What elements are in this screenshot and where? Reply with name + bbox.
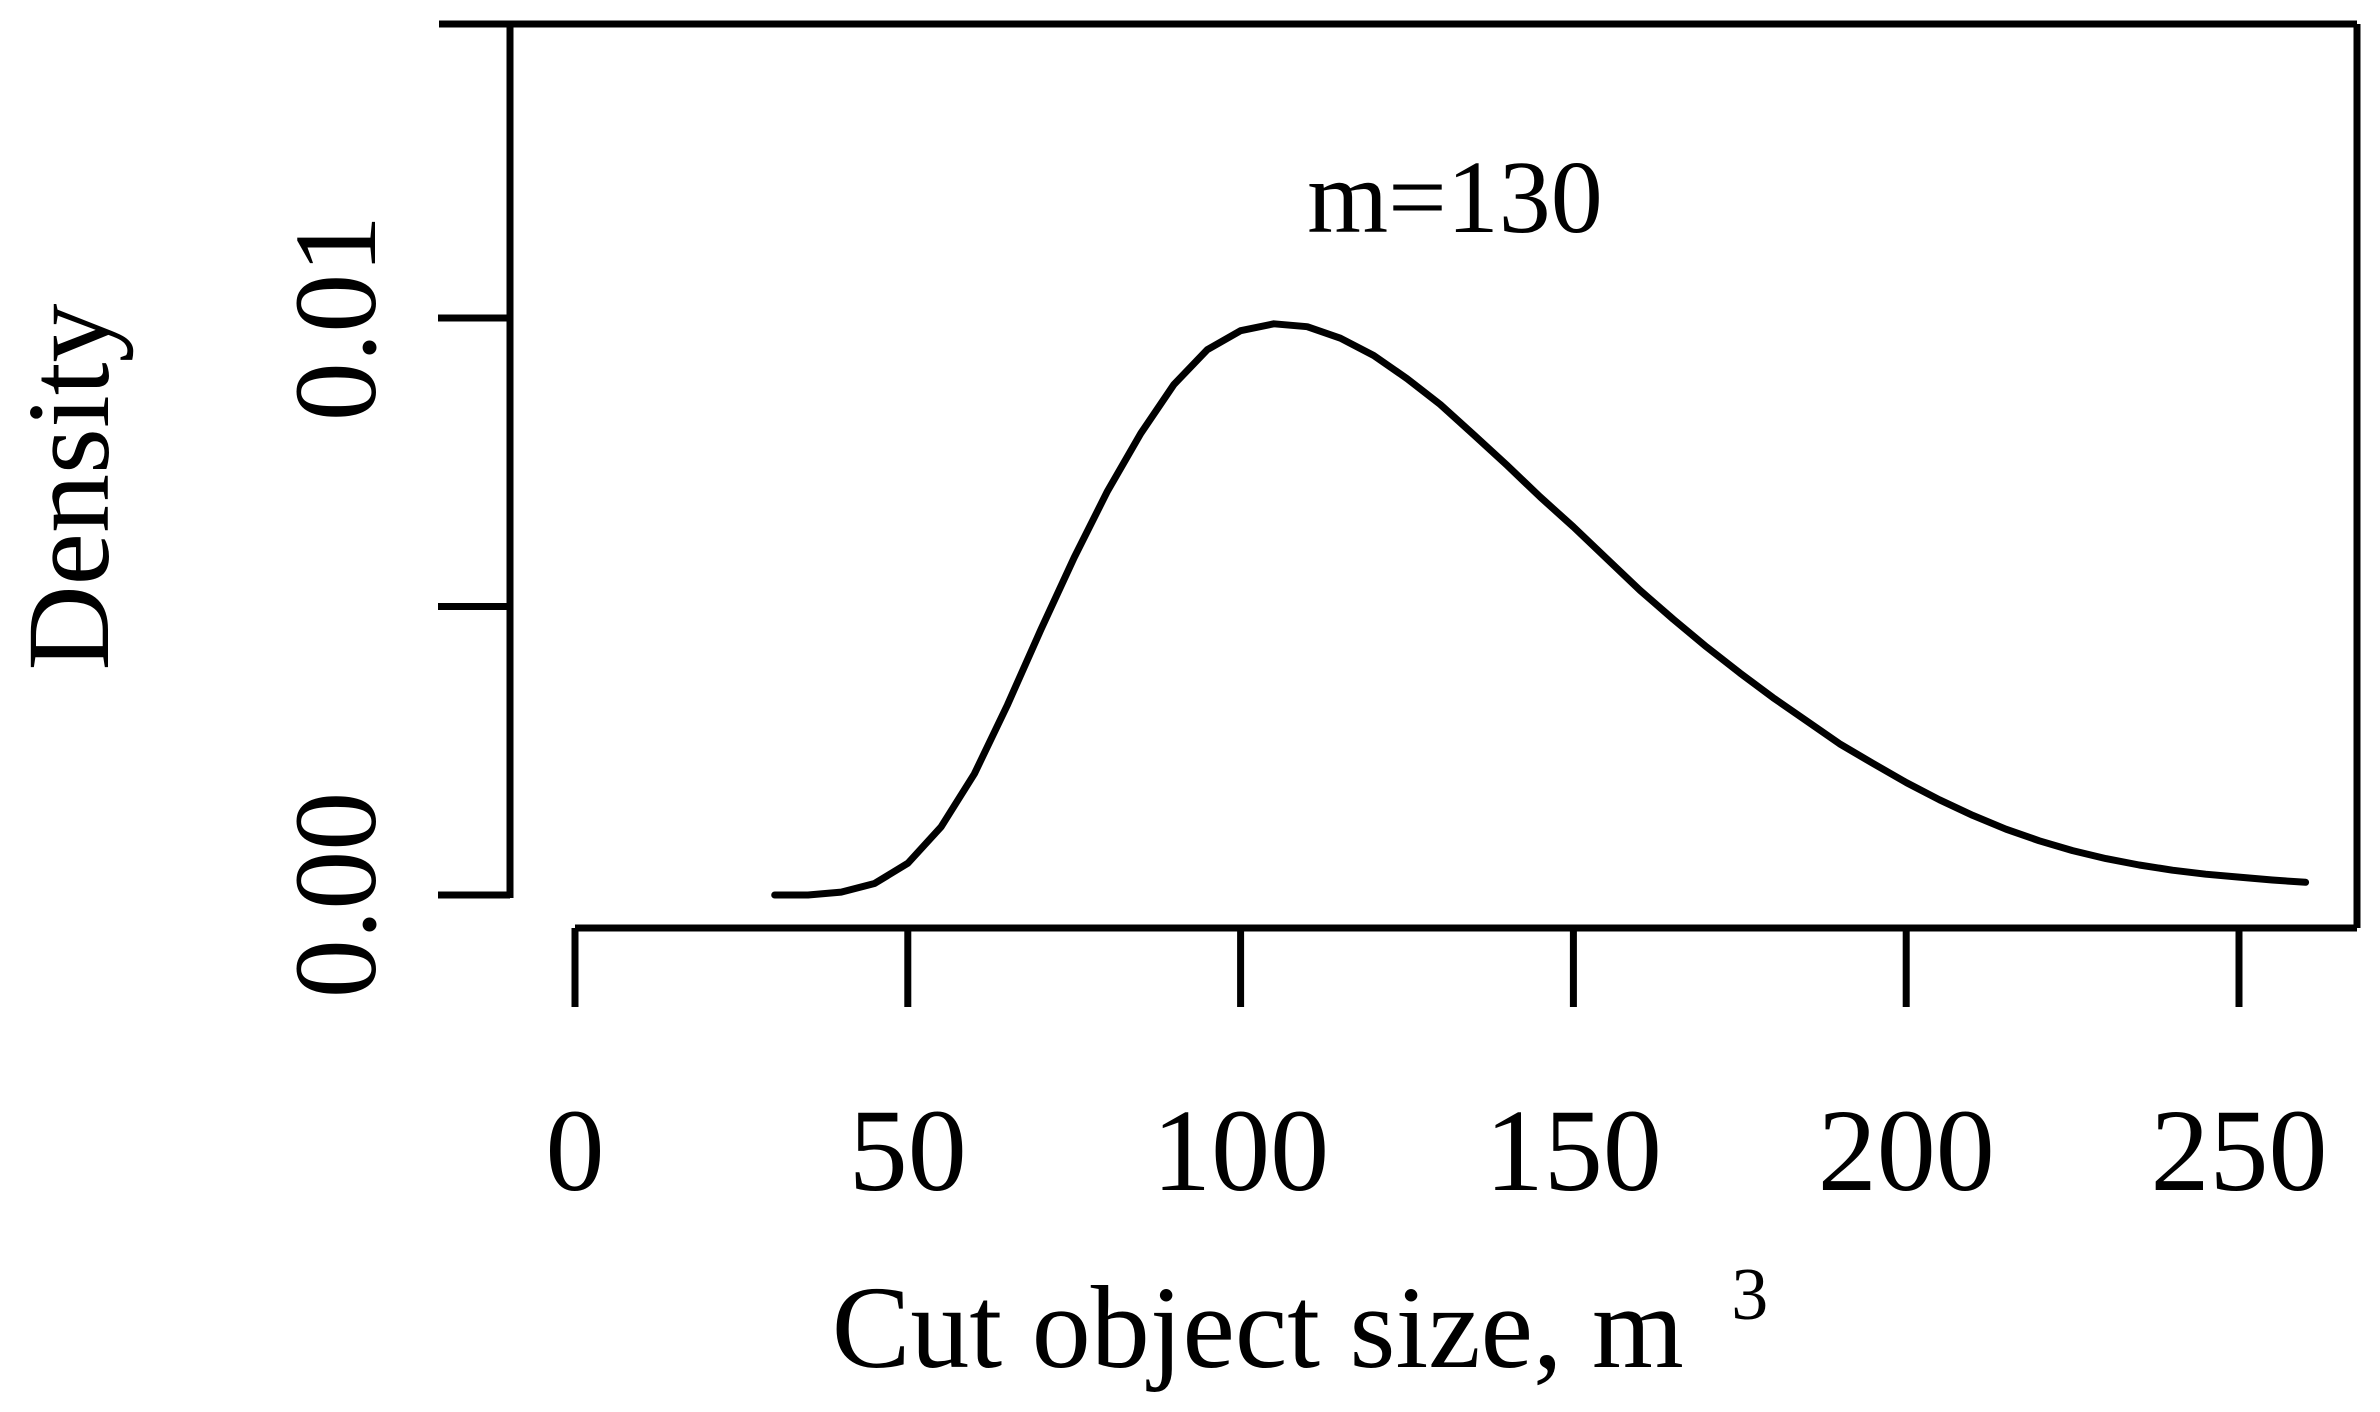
y-axis: 0.00 0.01: [270, 215, 514, 999]
x-axis-tick-label: 50: [849, 1085, 967, 1216]
series-layer: [771, 320, 2310, 899]
x-axis-title-text: Cut object size, m: [832, 1262, 1684, 1393]
density-curve: [771, 320, 2310, 899]
y-axis-tick-label: 0.00: [270, 792, 401, 999]
y-axis-tick-label: 0.01: [270, 215, 401, 422]
y-axis-title: Density: [3, 303, 134, 670]
x-axis-title-superscript: 3: [1731, 1254, 1768, 1336]
x-axis-title: Cut object size, m 3: [832, 1254, 1769, 1393]
x-axis-tick-label: 150: [1485, 1085, 1662, 1216]
x-axis-tick-label: 250: [2151, 1085, 2328, 1216]
x-axis: 0 50 100 150 200 250: [546, 924, 2328, 1216]
chart-annotation: m=130: [1307, 140, 1603, 255]
x-axis-tick-label: 100: [1152, 1085, 1329, 1216]
x-axis-tick-label: 0: [546, 1085, 605, 1216]
x-axis-tick-label: 200: [1818, 1085, 1995, 1216]
